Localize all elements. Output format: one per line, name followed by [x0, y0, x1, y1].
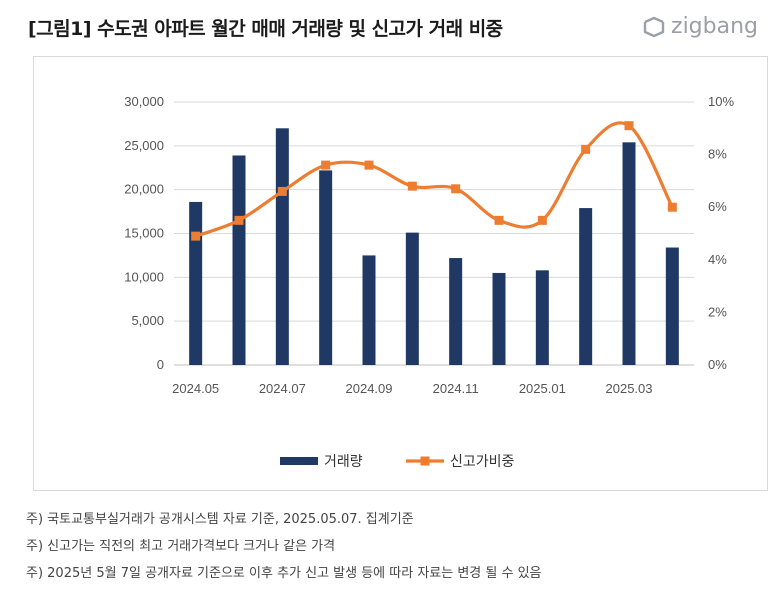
- line-marker: [234, 215, 244, 225]
- y-right-tick-label: 2%: [708, 304, 727, 319]
- bar: [535, 270, 549, 365]
- bar: [232, 155, 246, 365]
- bar: [189, 201, 203, 365]
- legend-bar-swatch: [280, 457, 318, 465]
- line-marker: [407, 181, 417, 191]
- y-left-tick-label: 25,000: [124, 138, 164, 153]
- line-marker: [364, 160, 374, 170]
- bar: [665, 247, 679, 365]
- line-marker: [277, 186, 287, 196]
- footnotes: 주) 국토교통부실거래가 공개시스템 자료 기준, 2025.05.07. 집계…: [26, 506, 542, 587]
- x-tick-label: 2024.05: [172, 381, 219, 396]
- y-right-tick-label: 4%: [708, 252, 727, 267]
- line-marker: [667, 202, 677, 212]
- y-left-tick-label: 15,000: [124, 226, 164, 241]
- line-series: [191, 121, 677, 241]
- x-tick-label: 2025.01: [519, 381, 566, 396]
- zigbang-logo-icon: [643, 16, 665, 37]
- zigbang-logo: zigbang: [641, 14, 758, 39]
- line-marker: [624, 121, 634, 131]
- bar: [622, 142, 636, 365]
- line-marker: [321, 160, 331, 170]
- bar: [275, 128, 289, 365]
- bar: [362, 255, 376, 365]
- line-marker: [537, 215, 547, 225]
- chart-frame: 0 5,000 10,000 15,000 20,000 25,000 30,000 0% 2…: [33, 56, 768, 491]
- footnote-3: 주) 2025년 5월 7일 공개자료 기준으로 이후 추가 신고 발생 등에 …: [26, 566, 542, 581]
- bar-series: [189, 128, 679, 365]
- y-left-tick-label: 5,000: [131, 313, 164, 328]
- y-left-tick-label: 10,000: [124, 269, 164, 284]
- line-marker: [451, 184, 461, 194]
- footnote-2: 주) 신고가는 직전의 최고 거래가격보다 크거나 같은 가격: [26, 539, 336, 554]
- y-right-tick-label: 8%: [708, 147, 727, 162]
- line-marker: [494, 215, 504, 225]
- logo-text: zigbang: [671, 14, 758, 39]
- y-right-tick-label: 0%: [708, 357, 727, 372]
- gridlines: [174, 101, 694, 366]
- x-tick-label: 2024.09: [346, 381, 393, 396]
- bar: [449, 258, 463, 365]
- bar: [319, 170, 333, 365]
- x-tick-label: 2025.03: [606, 381, 653, 396]
- chart-title: [그림1] 수도권 아파트 월간 매매 거래량 및 신고가 거래 비중: [28, 18, 503, 40]
- y-axis-right: 0% 2% 4% 6% 8% 10%: [708, 94, 734, 372]
- y-left-tick-label: 30,000: [124, 94, 164, 109]
- legend: 거래량 신고가비중: [280, 454, 515, 470]
- legend-label: 거래량: [324, 454, 363, 470]
- bar: [405, 232, 419, 365]
- bar: [579, 208, 593, 365]
- legend-label: 신고가비중: [450, 454, 515, 470]
- y-left-tick-label: 0: [157, 357, 164, 372]
- combo-chart: 0 5,000 10,000 15,000 20,000 25,000 30,000 0% 2…: [124, 94, 734, 470]
- y-right-tick-label: 6%: [708, 199, 727, 214]
- footnote-1: 주) 국토교통부실거래가 공개시스템 자료 기준, 2025.05.07. 집계…: [26, 512, 414, 527]
- line-marker: [581, 144, 591, 154]
- x-tick-label: 2024.07: [259, 381, 306, 396]
- y-right-tick-label: 10%: [708, 94, 734, 109]
- y-axis-left: 0 5,000 10,000 15,000 20,000 25,000 30,000: [124, 94, 164, 372]
- x-tick-label: 2024.11: [433, 381, 479, 396]
- bar: [492, 272, 506, 365]
- y-left-tick-label: 20,000: [124, 182, 164, 197]
- x-axis: 2024.05 2024.07 2024.09 2024.11 2025.01 2025.…: [172, 381, 652, 396]
- legend-line-marker: [420, 456, 430, 466]
- line-marker: [191, 231, 201, 241]
- line-path: [195, 121, 674, 238]
